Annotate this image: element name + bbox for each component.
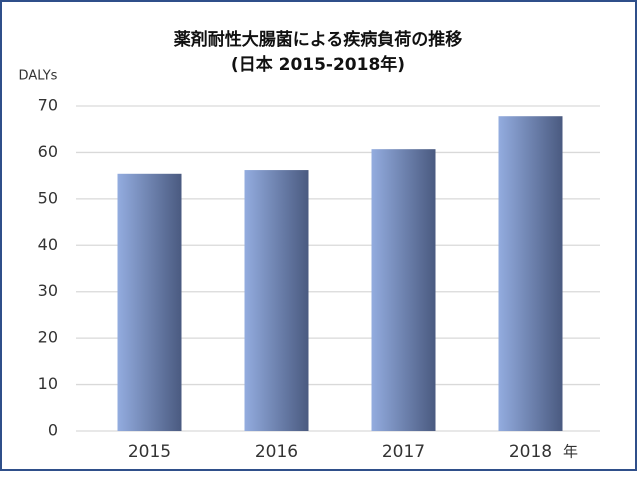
bar — [117, 173, 182, 432]
y-tick-label: 20 — [38, 328, 58, 347]
y-tick-label: 40 — [38, 235, 58, 254]
bar — [498, 116, 563, 431]
bar — [244, 170, 309, 432]
y-tick-label: 10 — [38, 374, 58, 393]
chart-subtitle: (日本 2015-2018年) — [231, 54, 405, 75]
y-axis-label: DALYs — [19, 69, 58, 84]
x-tick-label: 2015 — [128, 442, 171, 462]
x-tick-label: 2016 — [255, 442, 298, 462]
x-tick-label: 2017 — [382, 442, 425, 462]
y-tick-label: 0 — [48, 421, 58, 440]
y-tick-label: 60 — [38, 142, 58, 161]
x-tick-label: 2018 — [509, 442, 552, 462]
y-tick-label: 70 — [38, 96, 58, 115]
y-tick-label: 30 — [38, 281, 58, 300]
bar — [371, 149, 436, 431]
x-axis-label: 年 — [563, 443, 578, 461]
y-tick-label: 50 — [38, 188, 58, 207]
chart-title: 薬剤耐性大腸菌による疾病負荷の推移 — [174, 29, 463, 50]
